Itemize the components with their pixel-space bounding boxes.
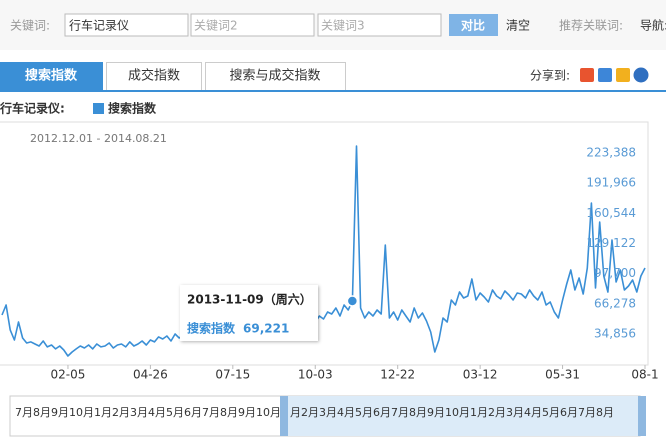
- tab[interactable]: [205, 62, 346, 91]
- input-3-placeholder: 关键词3: [321, 19, 365, 33]
- x-tick-label: 05-31: [545, 368, 580, 382]
- clear-button[interactable]: 清空: [506, 19, 530, 33]
- plot-area: [0, 121, 649, 366]
- x-tick-label: 10-03: [298, 368, 333, 382]
- legend-keyword: 行车记录仪:: [0, 101, 65, 116]
- slider-months: 7月8月9月10月1月2月3月4月5月6月7月8月9月10月: [15, 406, 281, 419]
- compare-label: 对比: [461, 18, 485, 33]
- tab-label: 搜索指数: [25, 68, 78, 84]
- legend-label: 搜索指数: [108, 101, 157, 116]
- tab-label: 成交指数: [128, 68, 180, 84]
- input-2[interactable]: [190, 13, 315, 37]
- y-tick-label: 223,388: [586, 146, 636, 160]
- share-label: 分享到:: [530, 68, 570, 83]
- x-tick-label: 12-22: [380, 368, 415, 382]
- legend-swatch: [93, 103, 104, 114]
- y-tick-label: 34,856: [594, 327, 636, 341]
- tooltip-series: 搜索指数: [187, 321, 236, 336]
- slider-months: 月2月3月4月5月6月7月8月9月10月1月2月3月4月5月6月7月8月: [290, 406, 614, 419]
- x-tick-label: 04-26: [133, 368, 168, 382]
- date-range: 2012.12.01 - 2014.08.21: [30, 132, 167, 145]
- x-tick-label: 08-1: [631, 368, 658, 382]
- hover-marker: [346, 295, 359, 307]
- x-tick-label: 02-05: [51, 368, 86, 382]
- tooltip: [180, 285, 318, 341]
- y-tick-label: 66,278: [594, 296, 636, 310]
- y-tick-label: 160,544: [586, 206, 636, 220]
- tooltip-value: 69,221: [243, 322, 289, 336]
- share-icon[interactable]: [598, 68, 612, 82]
- share-icon[interactable]: [616, 68, 630, 82]
- input-3[interactable]: [317, 13, 442, 37]
- slider-handle[interactable]: [280, 396, 288, 436]
- tab-active[interactable]: [0, 62, 103, 91]
- x-tick-label: 03-12: [463, 368, 498, 382]
- axis: 02-05 04-26 07-15 10-03 12-22 03-12 05-31 08-1 3…: [51, 146, 659, 382]
- input-1[interactable]: [64, 13, 189, 37]
- y-tick-label: 129,122: [586, 236, 636, 250]
- related-label: 推荐关联词:: [559, 19, 623, 33]
- y-tick-label: 191,966: [586, 176, 636, 190]
- related-link[interactable]: 导航:: [640, 18, 666, 33]
- share-icon[interactable]: [633, 67, 649, 83]
- plot: [1, 145, 646, 357]
- y-tick-label: 97,700: [594, 266, 636, 280]
- slider-handle[interactable]: [638, 396, 646, 436]
- series-line: [1, 145, 646, 357]
- tooltip-title: 2013-11-09（周六）: [187, 292, 312, 307]
- x-tick-label: 07-15: [215, 368, 250, 382]
- slider-range[interactable]: [288, 396, 638, 436]
- input-2-placeholder: 关键词2: [194, 19, 238, 33]
- share-icon[interactable]: [580, 68, 594, 82]
- input-1-text: 行车记录仪: [69, 18, 129, 33]
- tab[interactable]: [106, 62, 202, 91]
- keyword-label: 关键词:: [10, 19, 50, 33]
- tab-label: 搜索与成交指数: [229, 68, 320, 84]
- compare-button[interactable]: [449, 14, 498, 36]
